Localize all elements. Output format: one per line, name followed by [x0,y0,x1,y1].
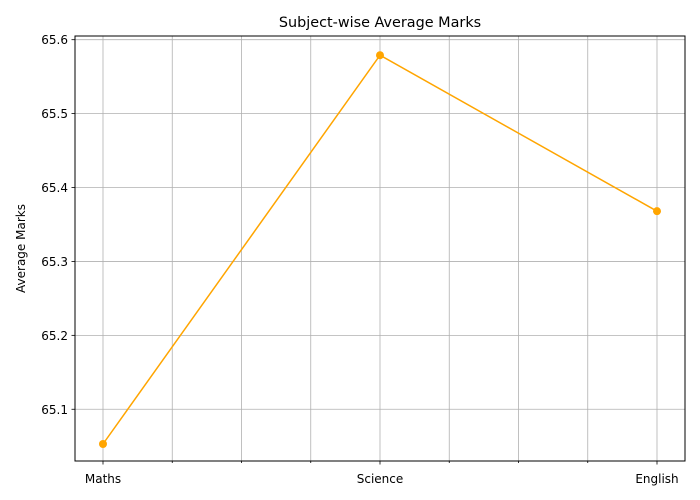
data-point [653,207,661,216]
data-point [376,51,384,60]
x-tick-label: Maths [85,472,121,486]
y-tick-label: 65.3 [41,255,68,269]
grid [75,36,685,461]
series-line [99,51,661,448]
x-tick-label: Science [357,472,404,486]
data-point [99,440,107,448]
x-tick-label: English [635,472,678,486]
y-tick-label: 65.4 [41,181,68,195]
ticks: Maths Science English 65.1 65.2 65.3 65.4 65.5 6… [41,33,678,486]
y-tick-label: 65.6 [41,33,68,47]
y-tick-label: 65.2 [41,329,68,343]
chart-title: Subject-wise Average Marks [279,15,481,31]
y-tick-label: 65.1 [41,403,68,417]
y-axis-label: Average Marks [14,204,28,293]
y-tick-label: 65.5 [41,107,68,121]
